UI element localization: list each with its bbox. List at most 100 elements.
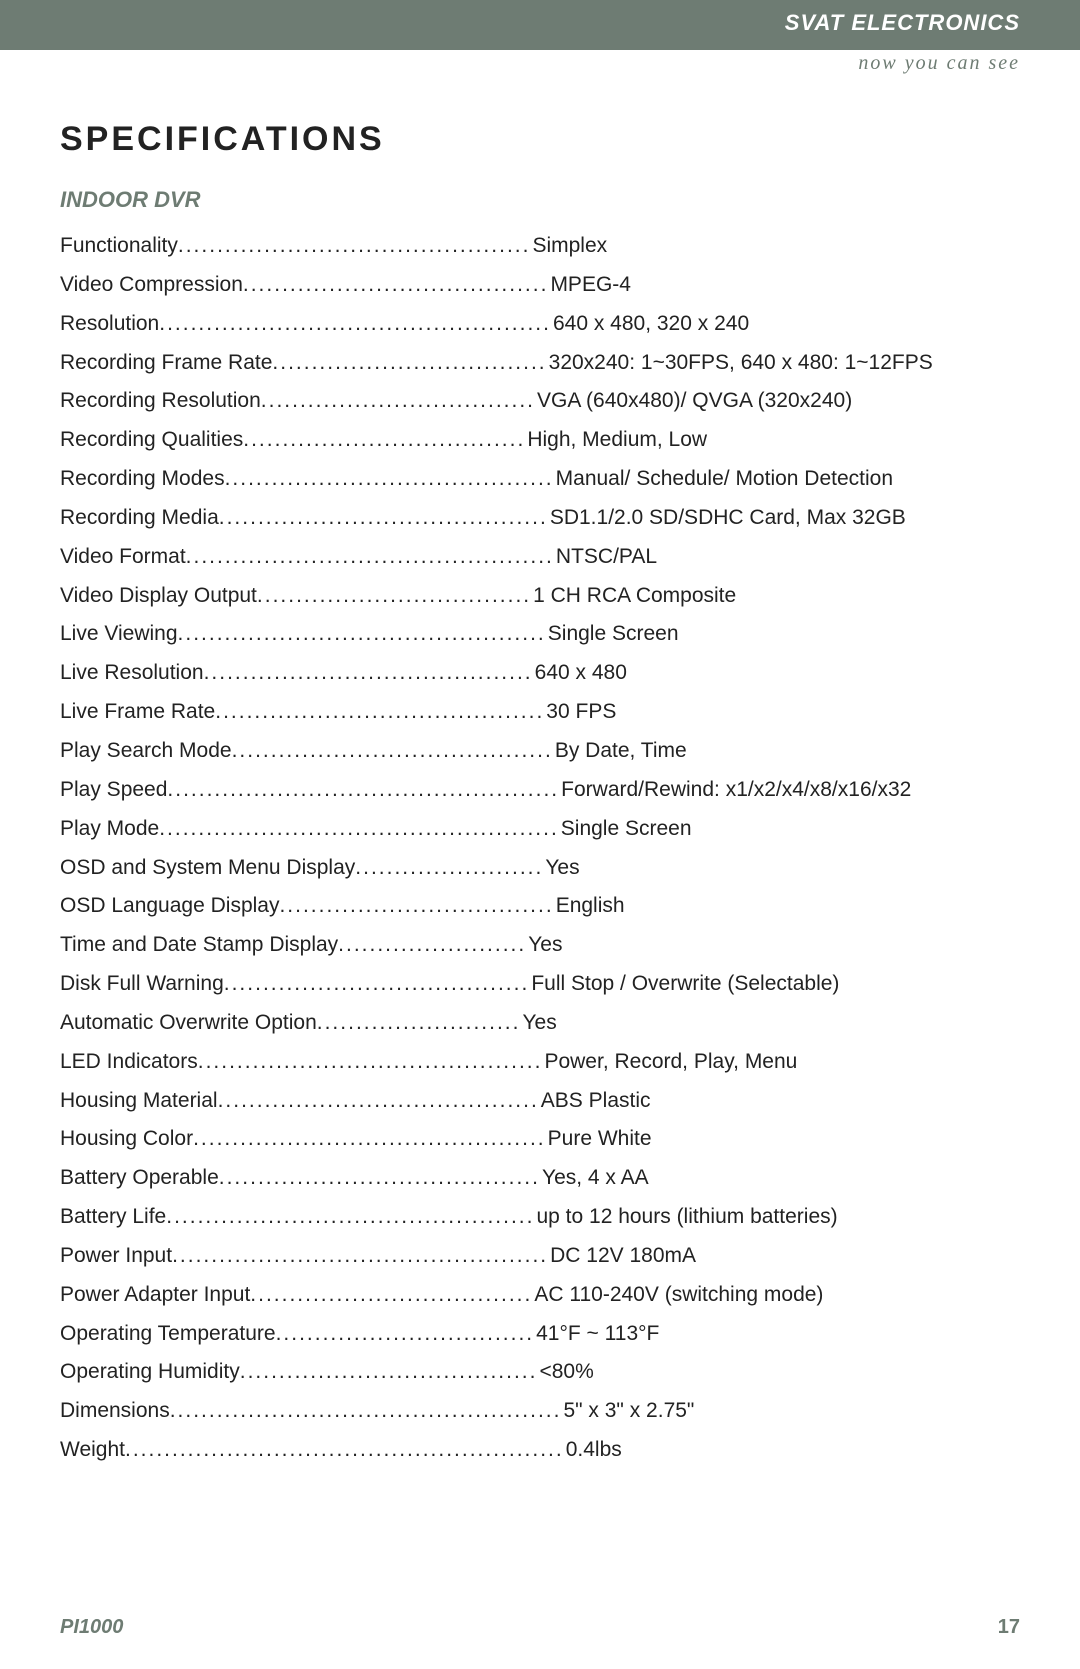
spec-value: Single Screen bbox=[559, 810, 692, 849]
spec-row: Recording Media ........................… bbox=[60, 499, 1020, 538]
spec-value: Yes bbox=[520, 1004, 556, 1043]
spec-value: 5" x 3" x 2.75" bbox=[561, 1392, 694, 1431]
model-number: PI1000 bbox=[60, 1616, 123, 1639]
spec-row: Battery Operable .......................… bbox=[60, 1159, 1020, 1198]
spec-label: Video Format bbox=[60, 538, 186, 577]
spec-row: Disk Full Warning ......................… bbox=[60, 965, 1020, 1004]
section-title: INDOOR DVR bbox=[60, 187, 1020, 213]
spec-value: 0.4lbs bbox=[564, 1431, 622, 1470]
spec-value: By Date, Time bbox=[553, 732, 687, 771]
dot-leader: ........................................… bbox=[159, 810, 559, 849]
spec-value: Power, Record, Play, Menu bbox=[542, 1043, 797, 1082]
spec-value: 1 CH RCA Composite bbox=[531, 577, 736, 616]
spec-label: Play Search Mode bbox=[60, 732, 232, 771]
dot-leader: .................................... bbox=[250, 1276, 532, 1315]
spec-label: Battery Operable bbox=[60, 1159, 219, 1198]
spec-label: OSD Language Display bbox=[60, 887, 279, 926]
dot-leader: ........................ bbox=[338, 926, 526, 965]
spec-value: Simplex bbox=[530, 227, 607, 266]
spec-label: Recording Modes bbox=[60, 460, 225, 499]
spec-row: Operating Humidity .....................… bbox=[60, 1353, 1020, 1392]
dot-leader: ........................................… bbox=[232, 732, 553, 771]
spec-value: Yes bbox=[526, 926, 562, 965]
header-bar: SVAT ELECTRONICS bbox=[0, 0, 1080, 50]
dot-leader: ........................................… bbox=[167, 771, 559, 810]
spec-label: Battery Life bbox=[60, 1198, 166, 1237]
spec-value: Yes bbox=[543, 849, 579, 888]
spec-value: NTSC/PAL bbox=[554, 538, 657, 577]
spec-row: Recording Frame Rate ...................… bbox=[60, 344, 1020, 383]
spec-value: 640 x 480 bbox=[533, 654, 627, 693]
spec-row: Power Adapter Input ....................… bbox=[60, 1276, 1020, 1315]
spec-row: Video Display Output ...................… bbox=[60, 577, 1020, 616]
spec-row: Recording Modes ........................… bbox=[60, 460, 1020, 499]
dot-leader: ........................................… bbox=[218, 1082, 539, 1121]
spec-value: Yes, 4 x AA bbox=[540, 1159, 649, 1198]
spec-value: 30 FPS bbox=[544, 693, 616, 732]
content-area: SPECIFICATIONS INDOOR DVR Functionality … bbox=[0, 50, 1080, 1470]
dot-leader: ........................................… bbox=[219, 499, 548, 538]
spec-row: Resolution .............................… bbox=[60, 305, 1020, 344]
spec-row: Housing Color ..........................… bbox=[60, 1120, 1020, 1159]
dot-leader: ........................................… bbox=[225, 460, 554, 499]
spec-row: Time and Date Stamp Display ............… bbox=[60, 926, 1020, 965]
page-title: SPECIFICATIONS bbox=[60, 120, 1020, 159]
spec-row: OSD and System Menu Display ............… bbox=[60, 849, 1020, 888]
spec-row: Dimensions .............................… bbox=[60, 1392, 1020, 1431]
spec-value: 640 x 480, 320 x 240 bbox=[551, 305, 749, 344]
dot-leader: ........................................… bbox=[204, 654, 533, 693]
dot-leader: .......................... bbox=[317, 1004, 521, 1043]
spec-label: Power Adapter Input bbox=[60, 1276, 250, 1315]
dot-leader: ........................................… bbox=[193, 1120, 546, 1159]
spec-label: Recording Frame Rate bbox=[60, 344, 272, 383]
spec-label: Automatic Overwrite Option bbox=[60, 1004, 317, 1043]
dot-leader: ........................................… bbox=[186, 538, 554, 577]
dot-leader: ................................. bbox=[276, 1315, 535, 1354]
dot-leader: ....................................... bbox=[224, 965, 530, 1004]
spec-row: Play Speed .............................… bbox=[60, 771, 1020, 810]
page-footer: PI1000 17 bbox=[60, 1616, 1020, 1639]
spec-row: Operating Temperature ..................… bbox=[60, 1315, 1020, 1354]
spec-label: Weight bbox=[60, 1431, 125, 1470]
spec-row: Housing Material .......................… bbox=[60, 1082, 1020, 1121]
spec-row: Recording Qualities ....................… bbox=[60, 421, 1020, 460]
spec-label: Video Compression bbox=[60, 266, 243, 305]
spec-list: Functionality ..........................… bbox=[60, 227, 1020, 1470]
dot-leader: ...................................... bbox=[240, 1353, 538, 1392]
brand-tagline: now you can see bbox=[858, 52, 1020, 75]
spec-value: Pure White bbox=[546, 1120, 652, 1159]
spec-row: Live Viewing ...........................… bbox=[60, 615, 1020, 654]
spec-label: OSD and System Menu Display bbox=[60, 849, 355, 888]
dot-leader: ........................................… bbox=[159, 305, 551, 344]
dot-leader: ................................... bbox=[261, 382, 535, 421]
spec-value: Single Screen bbox=[546, 615, 679, 654]
dot-leader: ........................................… bbox=[198, 1043, 543, 1082]
spec-value: Full Stop / Overwrite (Selectable) bbox=[529, 965, 839, 1004]
dot-leader: ........................................… bbox=[170, 1392, 562, 1431]
spec-label: Live Frame Rate bbox=[60, 693, 215, 732]
spec-value: SD1.1/2.0 SD/SDHC Card, Max 32GB bbox=[548, 499, 906, 538]
spec-label: Time and Date Stamp Display bbox=[60, 926, 338, 965]
spec-label: Functionality bbox=[60, 227, 178, 266]
spec-row: Play Mode ..............................… bbox=[60, 810, 1020, 849]
dot-leader: ........................................… bbox=[215, 693, 544, 732]
spec-row: LED Indicators .........................… bbox=[60, 1043, 1020, 1082]
spec-row: Play Search Mode .......................… bbox=[60, 732, 1020, 771]
dot-leader: ................................... bbox=[279, 887, 553, 926]
spec-value: AC 110-240V (switching mode) bbox=[532, 1276, 823, 1315]
dot-leader: ........................................… bbox=[172, 1237, 548, 1276]
spec-value: English bbox=[554, 887, 625, 926]
spec-row: Recording Resolution ...................… bbox=[60, 382, 1020, 421]
spec-label: Operating Humidity bbox=[60, 1353, 240, 1392]
spec-value: <80% bbox=[537, 1353, 593, 1392]
spec-label: Live Viewing bbox=[60, 615, 178, 654]
spec-value: MPEG-4 bbox=[548, 266, 631, 305]
spec-value: High, Medium, Low bbox=[525, 421, 707, 460]
spec-row: Video Compression ......................… bbox=[60, 266, 1020, 305]
dot-leader: ................................... bbox=[257, 577, 531, 616]
spec-value: ABS Plastic bbox=[539, 1082, 651, 1121]
spec-label: Housing Color bbox=[60, 1120, 193, 1159]
spec-label: Recording Media bbox=[60, 499, 219, 538]
spec-label: LED Indicators bbox=[60, 1043, 198, 1082]
spec-row: Live Frame Rate ........................… bbox=[60, 693, 1020, 732]
